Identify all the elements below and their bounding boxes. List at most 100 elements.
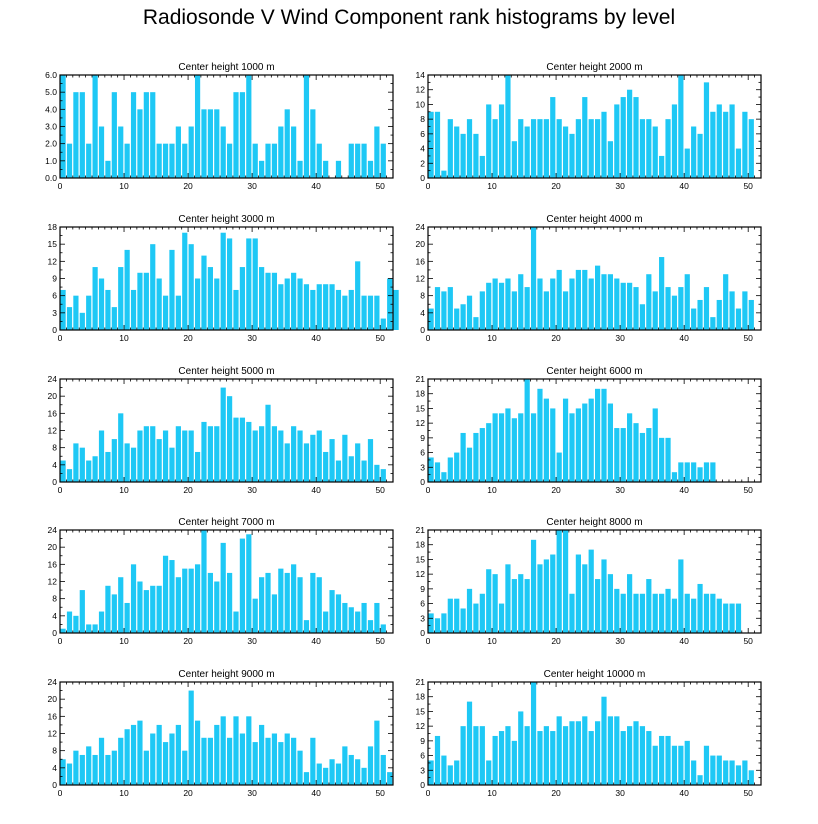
- bar: [335, 763, 342, 785]
- x-tick-label: 30: [615, 181, 625, 191]
- bar: [627, 574, 633, 633]
- y-tick-label: 0: [420, 477, 425, 487]
- bar: [511, 740, 517, 785]
- x-tick-label: 20: [183, 636, 193, 646]
- bar: [156, 278, 162, 330]
- bar: [562, 530, 569, 633]
- bar: [188, 244, 194, 330]
- bar: [323, 767, 329, 785]
- bar: [246, 534, 252, 633]
- bar: [620, 282, 626, 330]
- bar: [543, 291, 549, 331]
- bar: [169, 249, 175, 330]
- x-tick-label: 40: [679, 181, 689, 191]
- bar: [220, 716, 226, 785]
- bar: [73, 443, 79, 483]
- panel-10: Center height 10000 m 0 10 20 30 40 50 0 3 6 9 12 15…: [416, 669, 762, 798]
- bar: [588, 278, 594, 330]
- bar: [265, 272, 271, 330]
- bar: [646, 428, 652, 482]
- bar: [601, 274, 607, 330]
- bar: [627, 726, 633, 785]
- bar: [678, 462, 684, 482]
- bar: [79, 754, 85, 785]
- bar: [691, 126, 697, 178]
- bar: [518, 119, 524, 178]
- bar: [569, 413, 575, 482]
- bar: [633, 287, 639, 330]
- bar: [162, 555, 169, 633]
- y-tick-label: 20: [48, 694, 58, 704]
- bar: [374, 126, 380, 178]
- bar: [66, 143, 73, 178]
- y-tick-label: 8: [52, 443, 57, 453]
- bar: [582, 403, 588, 482]
- bar: [310, 289, 316, 330]
- bar: [748, 119, 754, 178]
- x-tick-label: 50: [375, 788, 385, 798]
- bar: [710, 317, 716, 331]
- y-tick-label: 9: [52, 274, 57, 284]
- bar: [428, 308, 434, 330]
- bar: [175, 295, 181, 330]
- bar: [518, 413, 524, 482]
- bar: [691, 308, 697, 330]
- bar: [441, 613, 447, 633]
- bar: [130, 289, 137, 330]
- y-tick-label: 9: [420, 736, 425, 746]
- bar: [291, 564, 297, 633]
- bar: [111, 307, 117, 330]
- bar: [505, 726, 511, 785]
- x-tick-label: 0: [426, 333, 431, 343]
- bar: [118, 577, 124, 633]
- bar: [524, 126, 530, 178]
- bar: [486, 760, 492, 785]
- bar: [524, 379, 530, 482]
- y-tick-label: 21: [416, 677, 426, 687]
- y-tick-label: 6: [420, 448, 425, 458]
- bar: [182, 430, 188, 482]
- bar: [434, 618, 441, 633]
- bar: [569, 278, 575, 330]
- bar: [98, 278, 105, 330]
- bar: [620, 97, 626, 178]
- bar: [201, 737, 207, 785]
- bar: [473, 432, 479, 482]
- bar: [646, 731, 652, 785]
- y-tick-label: 9: [420, 433, 425, 443]
- bar: [575, 554, 581, 633]
- panel-title: Center height 8000 m: [546, 517, 642, 528]
- bar: [118, 413, 124, 482]
- bar: [588, 549, 594, 633]
- bar: [595, 721, 601, 785]
- bar: [550, 731, 556, 785]
- bar: [428, 457, 434, 482]
- bar: [194, 278, 201, 330]
- y-tick-label: 12: [48, 256, 58, 266]
- bar: [239, 538, 246, 633]
- y-tick-label: 24: [416, 222, 426, 232]
- x-tick-label: 40: [679, 333, 689, 343]
- bar: [434, 111, 441, 178]
- x-tick-label: 30: [615, 636, 625, 646]
- x-tick-label: 40: [311, 333, 321, 343]
- panel-title: Center height 1000 m: [178, 62, 274, 73]
- bar: [710, 593, 716, 633]
- bar: [271, 426, 278, 482]
- y-tick-label: 5.0: [45, 87, 57, 97]
- bar: [214, 581, 220, 633]
- bar: [562, 126, 569, 178]
- bar: [169, 560, 175, 633]
- bar: [537, 564, 543, 633]
- bar: [303, 75, 310, 178]
- bar: [156, 724, 162, 785]
- panel-4: Center height 4000 m 0 10 20 30 40 50 0 4 8 12 16 20…: [416, 214, 762, 343]
- bar: [486, 282, 492, 330]
- bar: [691, 598, 697, 633]
- bar: [428, 613, 434, 633]
- y-tick-label: 12: [416, 569, 426, 579]
- bar: [607, 274, 614, 330]
- bar: [79, 92, 85, 178]
- y-tick-label: 3.0: [45, 122, 57, 132]
